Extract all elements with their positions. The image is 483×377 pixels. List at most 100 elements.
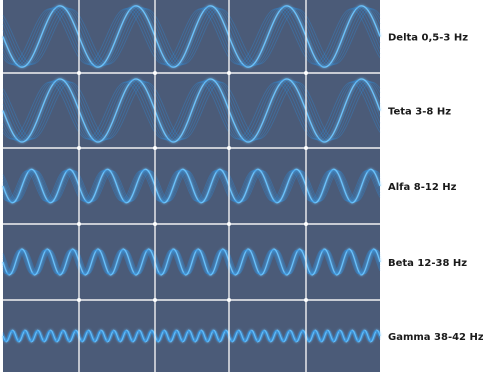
band-label: Alfa 8-12 Hz <box>388 182 457 193</box>
wave-trace <box>78 249 156 275</box>
wave-trace <box>305 248 381 276</box>
wave-trace <box>154 6 230 67</box>
wave-cell <box>228 168 307 204</box>
wave-trace <box>78 248 156 276</box>
wave-cell <box>228 5 307 68</box>
wave-trace <box>228 330 307 342</box>
wave-trace <box>228 168 307 204</box>
wave-trace <box>2 5 80 68</box>
wave-trace <box>154 79 230 142</box>
wave-cell <box>2 78 80 143</box>
wave-trace <box>154 7 230 66</box>
wave-trace <box>154 78 230 143</box>
wave-trace <box>2 80 80 141</box>
wave-trace <box>228 79 307 142</box>
grid-node <box>304 222 308 226</box>
wave-trace <box>305 329 381 343</box>
wave-trace <box>2 248 80 276</box>
wave-cell <box>78 5 156 68</box>
wave-trace <box>154 249 230 275</box>
wave-trace <box>228 5 307 68</box>
wave-trace <box>305 80 381 141</box>
wave-trace <box>2 81 80 140</box>
wave-trace <box>228 330 307 342</box>
wave-cell <box>78 248 156 276</box>
band-row <box>2 329 381 343</box>
wave-trace <box>154 248 230 276</box>
wave-cell <box>154 5 230 68</box>
band-label: Teta 3-8 Hz <box>388 107 451 118</box>
wave-trace <box>228 170 307 202</box>
wave-trace <box>2 79 80 142</box>
wave-trace <box>78 80 156 141</box>
wave-trace <box>78 329 156 343</box>
wave-trace <box>228 248 307 276</box>
wave-trace <box>154 249 230 275</box>
wave-trace <box>305 249 381 275</box>
wave-trace <box>305 170 381 202</box>
wave-trace <box>305 80 381 141</box>
wave-trace <box>2 6 80 67</box>
wave-trace <box>78 79 156 142</box>
wave-trace <box>305 169 381 203</box>
wave-trace <box>228 329 307 343</box>
wave-trace <box>78 249 156 275</box>
wave-trace <box>228 248 307 276</box>
grid-node <box>153 71 157 75</box>
wave-trace <box>78 249 156 275</box>
band-row <box>2 5 381 68</box>
wave-trace <box>228 249 307 275</box>
band-label: Gamma 38-42 Hz <box>388 332 483 343</box>
wave-trace <box>78 249 156 275</box>
band-label: Beta 12-38 Hz <box>388 258 467 269</box>
wave-trace <box>78 248 156 276</box>
wave-trace <box>305 80 381 141</box>
grid-node <box>153 146 157 150</box>
wave-trace <box>228 7 307 66</box>
wave-trace <box>305 6 381 67</box>
wave-trace <box>2 80 80 141</box>
wave-trace <box>78 6 156 67</box>
grid-node <box>304 71 308 75</box>
band-label: Delta 0,5-3 Hz <box>388 33 468 44</box>
wave-trace <box>2 330 80 342</box>
wave-trace <box>2 329 80 343</box>
wave-trace <box>2 168 80 204</box>
grid-node <box>227 71 231 75</box>
grid-node <box>304 298 308 302</box>
wave-trace <box>78 329 156 343</box>
wave-trace <box>2 330 80 342</box>
wave-trace <box>305 170 381 202</box>
wave-trace <box>2 249 80 275</box>
wave-trace <box>78 330 156 342</box>
wave-trace <box>154 330 230 342</box>
wave-trace <box>305 79 381 142</box>
wave-trace <box>305 329 381 343</box>
band-row <box>2 248 381 276</box>
wave-trace <box>154 5 230 68</box>
wave-cell <box>228 329 307 343</box>
wave-trace <box>2 170 80 202</box>
wave-trace <box>78 8 156 65</box>
wave-trace <box>305 6 381 67</box>
wave-trace <box>228 330 307 342</box>
wave-trace <box>305 330 381 342</box>
wave-trace <box>228 249 307 275</box>
wave-trace <box>228 249 307 275</box>
wave-trace <box>78 329 156 343</box>
wave-trace <box>305 169 381 203</box>
wave-trace <box>305 249 381 275</box>
wave-trace <box>78 168 156 204</box>
wave-trace <box>78 249 156 275</box>
wave-trace <box>78 170 156 202</box>
wave-cell <box>78 329 156 343</box>
wave-trace <box>154 248 230 276</box>
wave-trace <box>305 78 381 143</box>
wave-trace <box>154 329 230 343</box>
wave-trace <box>2 169 80 203</box>
wave-trace <box>78 7 156 66</box>
wave-trace <box>154 249 230 275</box>
wave-trace <box>2 248 80 276</box>
wave-trace <box>2 330 80 342</box>
wave-trace <box>2 6 80 67</box>
